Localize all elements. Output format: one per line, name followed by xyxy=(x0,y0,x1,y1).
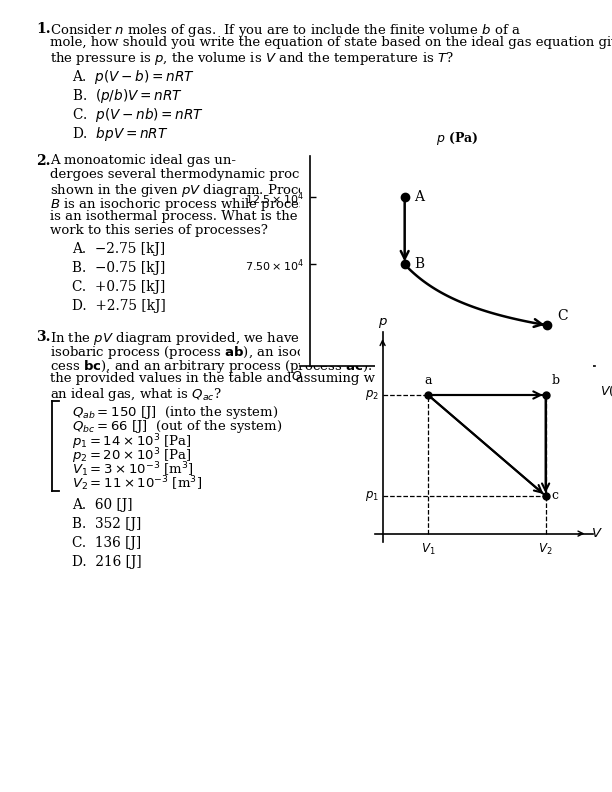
Text: C.  136 [J]: C. 136 [J] xyxy=(72,536,141,550)
Text: A: A xyxy=(414,189,424,204)
Text: D.  +2.75 [kJ]: D. +2.75 [kJ] xyxy=(72,299,166,313)
Text: $Q_{bc} = 66$ [J]  (out of the system): $Q_{bc} = 66$ [J] (out of the system) xyxy=(72,418,282,435)
Text: cess $\mathbf{bc}$), and an arbitrary process (process $\mathbf{ac}$).  Using: cess $\mathbf{bc}$), and an arbitrary pr… xyxy=(50,358,420,375)
Text: $V_2 = 11 \times 10^{-3}$ [m$^3$]: $V_2 = 11 \times 10^{-3}$ [m$^3$] xyxy=(72,474,202,493)
Text: B.  352 [J]: B. 352 [J] xyxy=(72,517,141,531)
Text: $p_1 = 14 \times 10^3$ [Pa]: $p_1 = 14 \times 10^3$ [Pa] xyxy=(72,432,192,451)
Text: $V_2$: $V_2$ xyxy=(539,542,553,557)
Text: $p$: $p$ xyxy=(378,316,387,330)
Text: $O$: $O$ xyxy=(291,370,302,383)
Text: 2.: 2. xyxy=(36,154,51,168)
Text: $V$(m$^3$): $V$(m$^3$) xyxy=(600,383,612,400)
Text: $V_1$: $V_1$ xyxy=(421,542,435,557)
Text: A.  $p(V - b) = nRT$: A. $p(V - b) = nRT$ xyxy=(72,68,195,86)
Text: b: b xyxy=(551,374,559,386)
Text: $V$: $V$ xyxy=(591,527,603,540)
Text: $p_2$: $p_2$ xyxy=(365,388,379,402)
Text: D.  216 [J]: D. 216 [J] xyxy=(72,555,141,569)
Text: c: c xyxy=(551,489,558,502)
Text: $B$ is an isochoric process while process $B \rightarrow C$: $B$ is an isochoric process while proces… xyxy=(50,196,353,213)
Text: C.  +0.75 [kJ]: C. +0.75 [kJ] xyxy=(72,280,165,294)
Text: shown in the given $pV$ diagram. Process $A \rightarrow$: shown in the given $pV$ diagram. Process… xyxy=(50,182,348,199)
Text: B.  −0.75 [kJ]: B. −0.75 [kJ] xyxy=(72,261,165,275)
Text: dergoes several thermodynamic processes as: dergoes several thermodynamic processes … xyxy=(50,168,354,181)
Text: B: B xyxy=(414,257,424,272)
Text: the pressure is $p$, the volume is $V$ and the temperature is $T$?: the pressure is $p$, the volume is $V$ a… xyxy=(50,50,454,67)
Text: A.  60 [J]: A. 60 [J] xyxy=(72,498,133,512)
Text: D.  $bpV = nRT$: D. $bpV = nRT$ xyxy=(72,125,168,143)
Text: mole, how should you write the equation of state based on the ideal gas equation: mole, how should you write the equation … xyxy=(50,36,612,49)
Text: B.  $(p/b)V = nRT$: B. $(p/b)V = nRT$ xyxy=(72,87,183,105)
Text: $V_1 = 3 \times 10^{-3}$ [m$^3$]: $V_1 = 3 \times 10^{-3}$ [m$^3$] xyxy=(72,460,193,478)
Text: 1.: 1. xyxy=(36,22,51,36)
Text: work to this series of processes?: work to this series of processes? xyxy=(50,224,268,237)
Text: 3.: 3. xyxy=(36,330,51,344)
Text: an ideal gas, what is $Q_{ac}$?: an ideal gas, what is $Q_{ac}$? xyxy=(50,386,222,403)
Text: Consider $n$ moles of gas.  If you are to include the finite volume $b$ of a: Consider $n$ moles of gas. If you are to… xyxy=(50,22,521,39)
Text: C.  $p(V - nb) = nRT$: C. $p(V - nb) = nRT$ xyxy=(72,106,204,124)
Text: A monoatomic ideal gas un-: A monoatomic ideal gas un- xyxy=(50,154,236,167)
Text: isobaric process (process $\mathbf{ab}$), an isochoric process (pro-: isobaric process (process $\mathbf{ab}$)… xyxy=(50,344,432,361)
Text: A.  −2.75 [kJ]: A. −2.75 [kJ] xyxy=(72,242,165,256)
Text: is an isothermal process. What is the associated: is an isothermal process. What is the as… xyxy=(50,210,372,223)
Text: $Q_{ab} = 150$ [J]  (into the system): $Q_{ab} = 150$ [J] (into the system) xyxy=(72,404,278,421)
Text: In the $pV$ diagram provided, we have an: In the $pV$ diagram provided, we have an xyxy=(50,330,321,347)
Text: $p_2 = 20 \times 10^3$ [Pa]: $p_2 = 20 \times 10^3$ [Pa] xyxy=(72,446,192,466)
Text: $p_1$: $p_1$ xyxy=(365,489,379,503)
Text: C: C xyxy=(557,309,567,322)
Text: $p$ (Pa): $p$ (Pa) xyxy=(436,130,478,147)
Text: a: a xyxy=(424,374,432,386)
Text: the provided values in the table and assuming we have: the provided values in the table and ass… xyxy=(50,372,419,385)
